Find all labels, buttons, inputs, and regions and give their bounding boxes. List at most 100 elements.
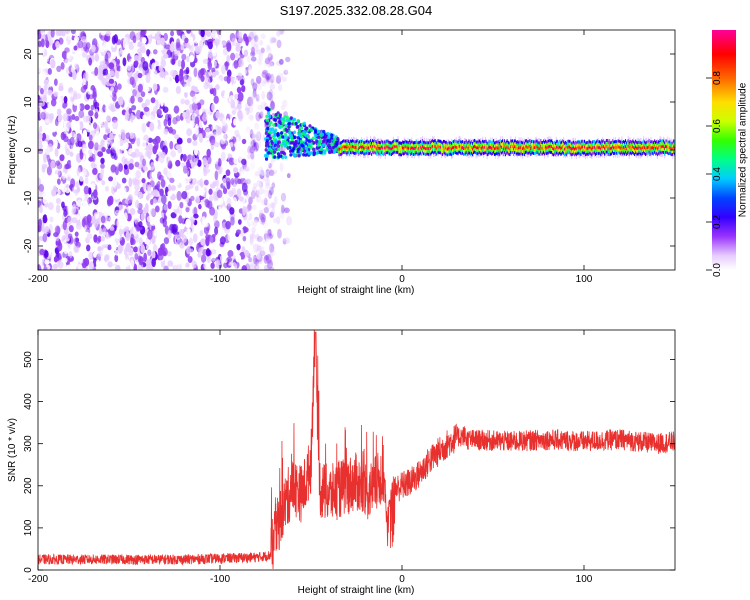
heatmap-cell <box>382 153 384 157</box>
heatmap-cell <box>272 60 276 67</box>
heatmap-cell <box>585 149 587 153</box>
heatmap-cell <box>88 251 94 261</box>
heatmap-cell <box>208 195 213 202</box>
heatmap-cell <box>595 151 597 155</box>
heatmap-cell <box>351 148 353 152</box>
heatmap-cell <box>503 147 505 151</box>
heatmap-cell <box>630 142 632 146</box>
heatmap-cell <box>90 162 96 169</box>
heatmap-cell <box>274 113 278 117</box>
heatmap-cell <box>256 195 262 203</box>
heatmap-cell <box>560 152 562 156</box>
heatmap-cell <box>566 151 568 155</box>
heatmap-cell <box>493 150 496 154</box>
heatmap-cell <box>254 245 261 254</box>
heatmap-cell <box>634 147 636 151</box>
heatmap-cell <box>415 142 417 146</box>
heatmap-cell <box>196 223 203 232</box>
heatmap-cell <box>67 100 73 110</box>
heatmap-cell <box>446 144 448 148</box>
heatmap-cell <box>213 157 219 165</box>
heatmap-cell <box>116 218 123 229</box>
heatmap-cell <box>211 253 216 262</box>
heatmap-cell <box>348 142 350 146</box>
heatmap-cell <box>163 167 168 176</box>
heatmap-cell <box>83 205 90 213</box>
heatmap-cell <box>361 139 363 143</box>
heatmap-cell <box>392 145 394 149</box>
heatmap-cell <box>476 145 478 149</box>
heatmap-cell <box>590 140 592 144</box>
heatmap-cell <box>141 37 147 44</box>
heatmap-cell <box>542 146 544 150</box>
heatmap-cell <box>256 186 263 196</box>
heatmap-cell <box>271 169 278 175</box>
heatmap-cell <box>552 141 554 145</box>
heatmap-cell <box>180 42 185 51</box>
heatmap-cell <box>402 149 404 153</box>
heatmap-cell <box>200 201 207 207</box>
heatmap-cell <box>616 152 618 156</box>
heatmap-cell <box>586 152 588 156</box>
heatmap-cell <box>395 150 397 154</box>
heatmap-cell <box>339 147 341 151</box>
heatmap-cell <box>477 146 479 150</box>
heatmap-cell <box>512 150 514 154</box>
heatmap-cell <box>115 136 120 143</box>
heatmap-cell <box>271 254 277 261</box>
heatmap-cell <box>370 139 372 143</box>
heatmap-cell <box>493 139 495 143</box>
heatmap-cell <box>614 146 616 150</box>
heatmap-cell <box>344 145 346 149</box>
heatmap-cell <box>189 36 194 46</box>
heatmap-cell <box>430 155 432 159</box>
heatmap-cell <box>616 154 618 158</box>
heatmap-cell <box>250 46 255 52</box>
heatmap-cell <box>475 149 477 153</box>
heatmap-cell <box>609 147 611 151</box>
heatmap-cell <box>266 44 271 51</box>
heatmap-cell <box>485 148 487 152</box>
heatmap-cell <box>507 146 509 150</box>
heatmap-cell <box>582 151 584 155</box>
heatmap-cell <box>462 140 464 144</box>
heatmap-cell <box>205 110 211 117</box>
heatmap-cell <box>569 154 571 158</box>
heatmap-cell <box>38 255 42 263</box>
heatmap-cell <box>579 154 581 158</box>
heatmap-cell <box>517 141 519 145</box>
heatmap-cell <box>500 139 502 143</box>
heatmap-cell <box>472 144 474 148</box>
heatmap-cell <box>404 148 406 152</box>
heatmap-cell <box>225 169 231 177</box>
heatmap-cell <box>161 194 167 205</box>
heatmap-cell <box>194 185 199 192</box>
heatmap-cell <box>249 146 255 154</box>
heatmap-cell <box>626 149 628 153</box>
heatmap-cell <box>460 148 462 152</box>
heatmap-cell <box>558 148 560 152</box>
heatmap-cell <box>553 150 555 154</box>
heatmap-cell <box>88 134 93 141</box>
heatmap-cell <box>211 30 218 40</box>
heatmap-cell <box>254 233 261 242</box>
heatmap-cell <box>403 152 405 156</box>
heatmap-cell <box>273 93 279 101</box>
heatmap-cell <box>124 259 131 266</box>
heatmap-cell <box>250 146 257 157</box>
heatmap-cell <box>255 250 261 260</box>
heatmap-cell <box>521 152 523 156</box>
heatmap-cell <box>278 58 284 65</box>
heatmap-cell <box>207 49 213 59</box>
heatmap-cell <box>628 138 630 142</box>
heatmap-cell <box>100 30 106 36</box>
heatmap-cell <box>255 95 260 103</box>
heatmap-cell <box>356 147 358 151</box>
heatmap-cell <box>277 228 282 239</box>
heatmap-cell <box>495 143 497 147</box>
heatmap-cell <box>463 146 465 150</box>
heatmap-cell <box>317 129 321 134</box>
heatmap-cell <box>598 148 600 152</box>
heatmap-cell <box>588 142 590 146</box>
heatmap-cell <box>578 143 580 147</box>
